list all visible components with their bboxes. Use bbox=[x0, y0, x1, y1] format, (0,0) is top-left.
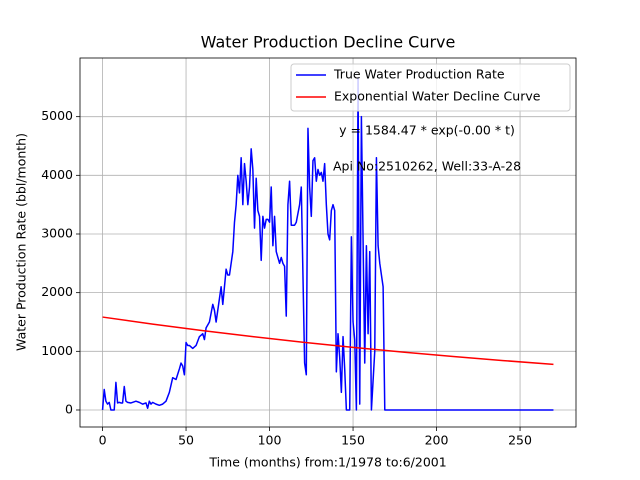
annotation: Api No:2510262, Well:33-A-28 bbox=[333, 159, 521, 174]
x-axis-label: Time (months) from:1/1978 to:6/2001 bbox=[208, 455, 446, 470]
chart-title: Water Production Decline Curve bbox=[201, 33, 456, 52]
y-tick-label: 5000 bbox=[41, 108, 73, 123]
legend-box bbox=[290, 63, 571, 112]
x-tick-label: 200 bbox=[425, 433, 449, 448]
data-line bbox=[102, 316, 554, 366]
y-axis-label: Water Production Rate (bbl/month) bbox=[14, 133, 29, 351]
y-tick-label: 3000 bbox=[41, 225, 73, 240]
x-tick-label: 0 bbox=[99, 433, 107, 448]
y-tick-label: 2000 bbox=[41, 284, 73, 299]
legend-label: True Water Production Rate bbox=[333, 67, 505, 82]
x-tick-label: 50 bbox=[178, 433, 194, 448]
x-tick-label: 150 bbox=[341, 433, 365, 448]
y-tick-label: 4000 bbox=[41, 167, 73, 182]
plot-frame bbox=[79, 57, 577, 428]
annotation: y = 1584.47 * exp(-0.00 * t) bbox=[339, 123, 515, 138]
y-tick-label: 0 bbox=[65, 401, 73, 416]
y-tick-label: 1000 bbox=[41, 343, 73, 358]
data-line bbox=[101, 77, 554, 411]
x-tick-label: 250 bbox=[508, 433, 532, 448]
x-tick-label: 100 bbox=[258, 433, 282, 448]
legend-label: Exponential Water Decline Curve bbox=[334, 89, 541, 104]
